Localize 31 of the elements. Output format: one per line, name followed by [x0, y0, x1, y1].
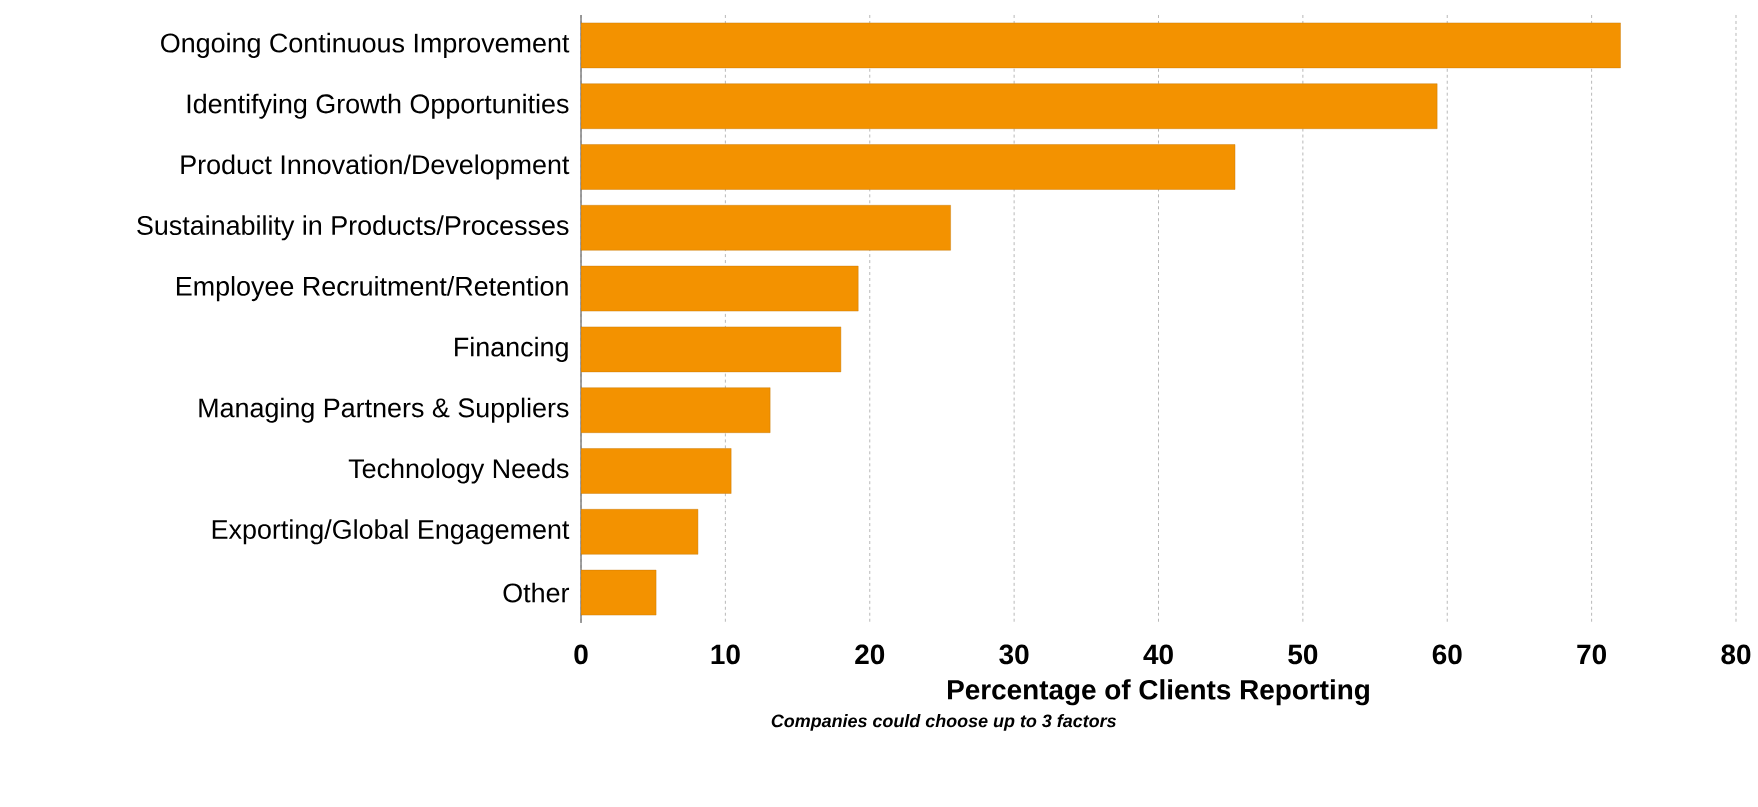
- x-tick-label: 0: [574, 644, 588, 665]
- x-tick-label: 10: [711, 644, 740, 665]
- x-tick-label: 60: [1432, 644, 1462, 665]
- bar: [581, 83, 1438, 129]
- y-tick-label: Identifying Growth Opportunities: [187, 93, 569, 119]
- bar: [581, 326, 842, 373]
- y-tick-label: Employee Recruitment/Retention: [176, 276, 568, 302]
- bar: [581, 22, 1621, 69]
- y-tick-label: Sustainability in Products/Processes: [137, 215, 569, 241]
- x-tick-label: 70: [1577, 644, 1606, 665]
- x-tick-label: 30: [999, 644, 1029, 665]
- bar: [581, 509, 699, 555]
- y-tick-label: Product Innovation/Development: [181, 154, 570, 180]
- y-tick-label: Managing Partners & Suppliers: [199, 397, 569, 423]
- y-tick-label: Ongoing Continuous Improvement: [161, 32, 570, 58]
- y-tick-label: Exporting/Global Engagement: [212, 519, 570, 545]
- y-tick-label: Other: [503, 582, 570, 603]
- x-tick-label: 40: [1143, 644, 1173, 665]
- y-tick-label: Financing: [455, 336, 568, 362]
- x-tick-label: 50: [1288, 644, 1318, 665]
- x-tick-label: 20: [855, 644, 885, 665]
- bar: [581, 387, 771, 433]
- bar: [581, 265, 859, 312]
- x-axis-title: Percentage of Clients Reporting: [948, 679, 1369, 706]
- x-tick-label: 80: [1721, 644, 1751, 665]
- bar: [581, 448, 732, 494]
- bar: [581, 205, 951, 251]
- bar: [581, 144, 1236, 190]
- text: Companies could choose up to 3 factors: [771, 714, 1116, 731]
- y-tick-label: Technology Needs: [348, 458, 569, 484]
- bar: [581, 569, 657, 616]
